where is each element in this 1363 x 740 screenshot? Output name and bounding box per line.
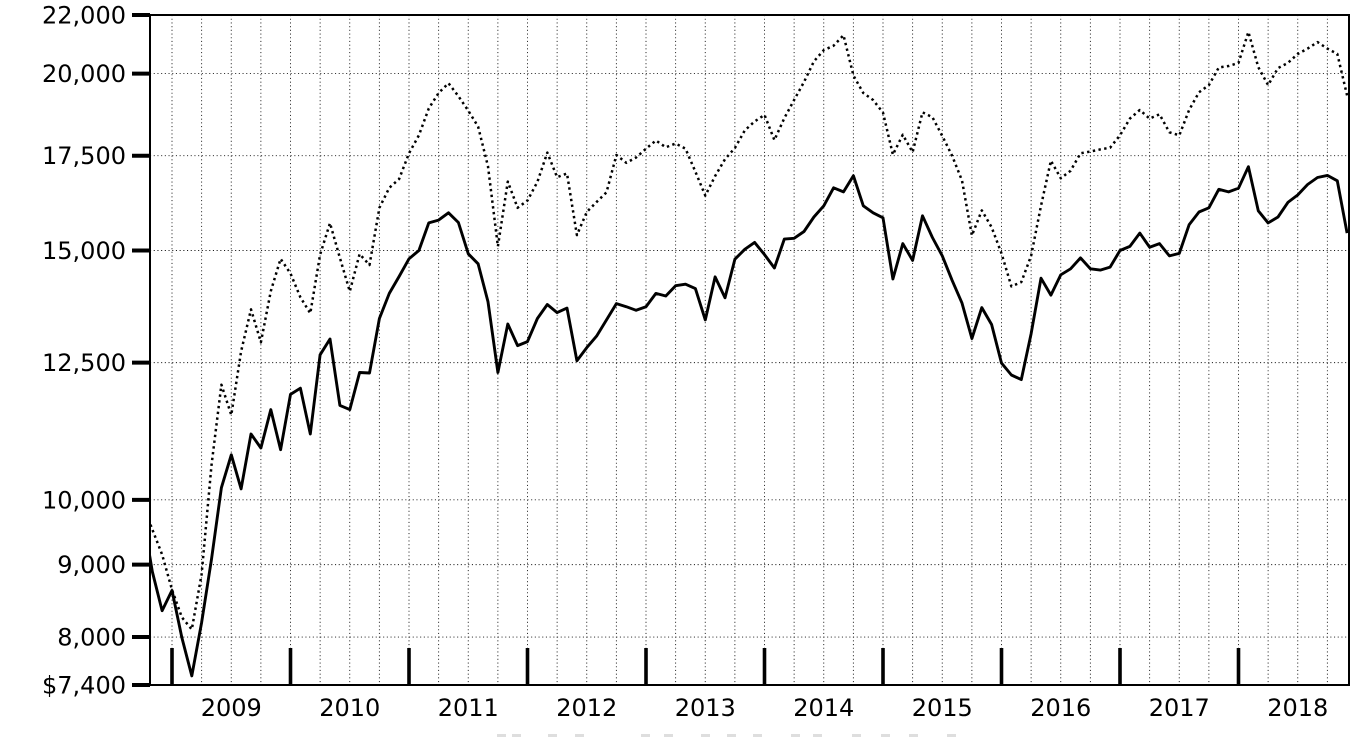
clipped-caption-fragment [881, 734, 890, 737]
x-axis-year-label: 2012 [556, 694, 617, 722]
x-axis-year-label: 2010 [319, 694, 380, 722]
x-axis-year-ticks [170, 648, 1241, 685]
clipped-caption-fragment [791, 734, 800, 737]
x-axis-year-label: 2014 [793, 694, 854, 722]
clipped-caption-fragment [947, 734, 956, 737]
y-axis: 22,000 20,000 17,500 15,000 12,500 10,000 9,00… [42, 2, 150, 700]
clipped-caption-fragment [664, 734, 673, 737]
dotted-series-line [150, 30, 1349, 631]
x-axis: 2009 2010 2011 2012 2013 2014 2015 2016 2017 2018 [201, 694, 1329, 722]
clipped-caption-fragments [497, 734, 956, 737]
clipped-caption-fragment [548, 734, 557, 737]
clipped-caption-fragment [909, 734, 918, 737]
y-axis-tick-label: 9,000 [57, 551, 126, 579]
y-axis-tick-label: 17,500 [42, 142, 126, 170]
y-axis-tick-label: 15,000 [42, 237, 126, 265]
clipped-caption-fragment [852, 734, 861, 737]
y-axis-tick-label: 20,000 [42, 60, 126, 88]
plot-frame [149, 14, 1350, 686]
x-axis-year-label: 2017 [1149, 694, 1210, 722]
solid-series-line [150, 165, 1349, 678]
clipped-caption-fragment [575, 734, 584, 737]
y-axis-tick-label: 22,000 [42, 2, 126, 30]
y-axis-tick-label: 8,000 [57, 624, 126, 652]
y-axis-tick-label: 10,000 [42, 486, 126, 514]
y-axis-tick-label: 12,500 [42, 349, 126, 377]
clipped-caption-fragment [701, 734, 710, 737]
clipped-caption-fragment [497, 734, 506, 737]
x-axis-year-label: 2009 [201, 694, 262, 722]
x-axis-year-label: 2018 [1267, 694, 1328, 722]
x-axis-year-label: 2016 [1030, 694, 1091, 722]
clipped-caption-fragment [512, 734, 521, 737]
clipped-caption-fragment [641, 734, 650, 737]
clipped-caption-fragment [727, 734, 736, 737]
x-axis-year-label: 2015 [912, 694, 973, 722]
clipped-caption-fragment [753, 734, 762, 737]
clipped-caption-fragment [813, 734, 822, 737]
x-axis-year-label: 2011 [438, 694, 499, 722]
y-axis-tick-label: $7,400 [42, 672, 126, 700]
horizontal-gridlines [150, 73, 1349, 638]
series-group [150, 30, 1349, 678]
vertical-gridlines [171, 15, 1328, 685]
x-axis-year-label: 2013 [675, 694, 736, 722]
